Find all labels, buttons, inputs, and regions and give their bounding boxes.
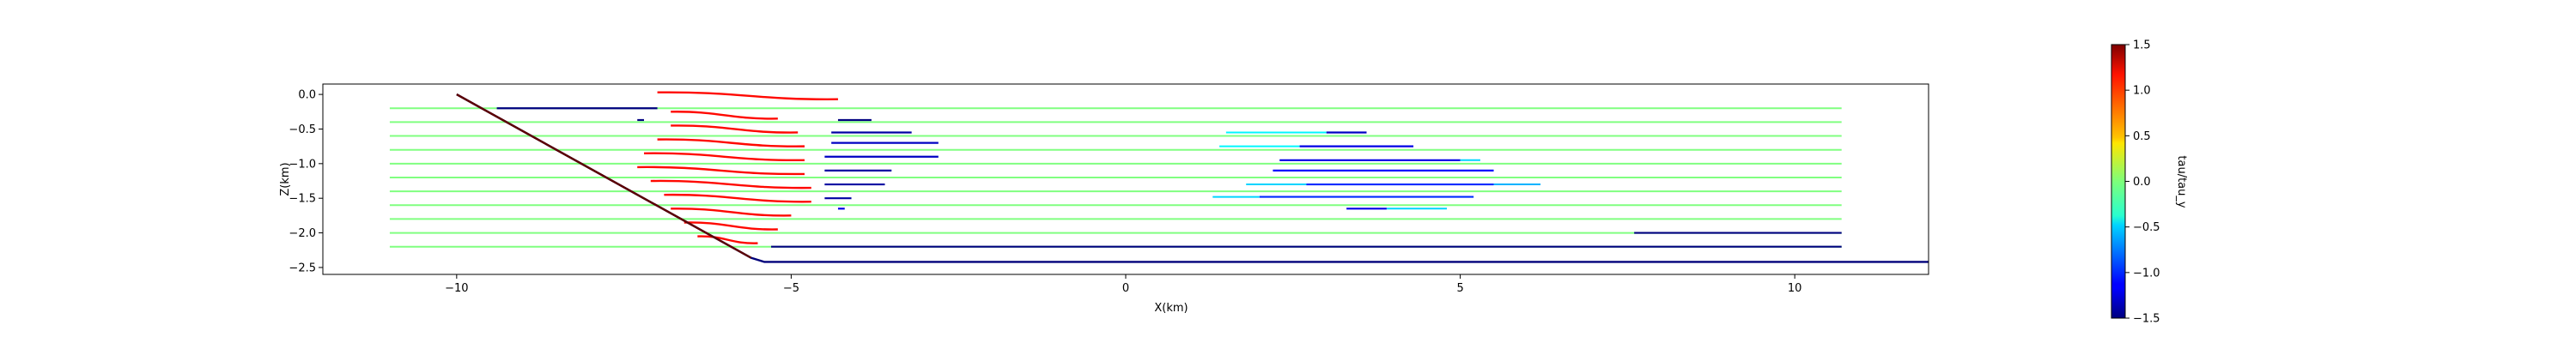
colorbar-tick-label: 1.0 [2133,85,2151,98]
plastic-segment [650,179,811,190]
plastic-segment [671,111,778,120]
y-tick-label: −2.0 [289,227,316,240]
y-tick-label: −0.5 [289,123,316,136]
data-layer [389,91,1929,263]
x-tick-label: −10 [445,282,468,295]
y-tick-label: −2.5 [289,262,316,274]
colorbar-label: tau/tau_y [2175,155,2188,208]
plastic-segment [671,124,799,134]
fault-line [456,93,752,259]
colorbar-tick-label: 0.5 [2133,130,2151,143]
colorbar-tick-label: −1.5 [2133,313,2160,326]
x-tick-label: −5 [783,282,799,295]
x-tick-label: 10 [1788,282,1802,295]
x-tick-label: 5 [1456,282,1463,295]
colorbar-tick-label: −1.0 [2133,267,2160,280]
colorbar-gradient [2111,44,2126,319]
y-axis-label: Z(km) [279,162,292,196]
y-tick-label: −1.0 [289,158,316,171]
plot-area [322,83,1929,275]
colorbar: 1.5 1.0 0.5 0.0 −0.5 −1.0 −1.5 tau/tau_y [2111,39,2188,326]
colorbar-tick-label: −0.5 [2133,221,2160,234]
plastic-segment [643,152,805,162]
x-tick-label: 0 [1122,282,1129,295]
plastic-segment [664,193,811,203]
plastic-segment [697,235,758,244]
colorbar-ticks: 1.5 1.0 0.5 0.0 −0.5 −1.0 −1.5 [2125,39,2160,326]
plastic-segment [657,91,838,100]
plot-background [323,84,1929,274]
colorbar-tick-label: 0.0 [2133,176,2151,189]
colorbar-tick-label: 1.5 [2133,39,2151,52]
x-axis-label: X(km) [1154,302,1188,315]
x-axis: −10 −5 0 5 10 [445,274,1801,295]
y-tick-label: 0.0 [298,89,316,102]
y-tick-label: −1.5 [289,193,316,206]
plastic-segment [671,208,792,217]
plastic-segment [683,221,778,231]
plastic-segment [657,138,805,147]
y-axis: 0.0 −0.5 −1.0 −1.5 −2.0 −2.5 [289,89,323,274]
plastic-segment [637,165,805,176]
